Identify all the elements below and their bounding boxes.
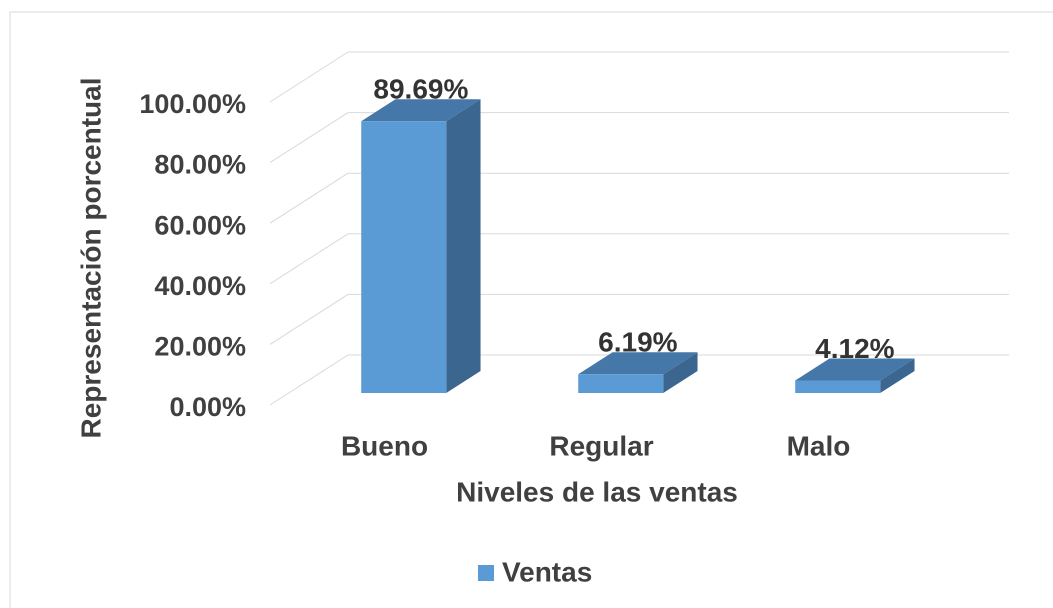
grid-line: [269, 293, 349, 345]
y-tick-label: 60.00%: [154, 210, 246, 240]
legend-label: Ventas: [502, 556, 592, 587]
bar-top: [795, 358, 915, 381]
grid-line: [269, 233, 349, 285]
chart-border: [9, 11, 1053, 608]
grid-line: [269, 354, 349, 406]
bar: [795, 380, 881, 393]
grid-line: [269, 51, 349, 103]
data-label: 6.19%: [598, 327, 677, 358]
bar-side: [446, 99, 481, 393]
y-axis-title: Representación porcentual: [75, 78, 106, 439]
y-tick-label: 0.00%: [169, 392, 246, 422]
bar-side: [663, 352, 698, 393]
y-tick-label: 40.00%: [154, 271, 246, 301]
data-label: 4.12%: [815, 333, 894, 364]
legend-swatch: [478, 565, 494, 581]
x-tick-label: Malo: [787, 430, 851, 461]
y-tick-label: 80.00%: [154, 150, 246, 180]
bar-top: [361, 99, 481, 122]
bar: [361, 121, 447, 393]
x-tick-label: Bueno: [341, 430, 428, 461]
x-axis-title: Niveles de las ventas: [456, 476, 738, 507]
bar-side: [880, 358, 915, 393]
grid-line: [269, 112, 349, 164]
data-label: 89.69%: [373, 74, 468, 105]
y-tick-label: 20.00%: [154, 332, 246, 362]
grid-line: [269, 172, 349, 224]
x-tick-label: Regular: [549, 430, 653, 461]
y-tick-label: 100.00%: [139, 89, 246, 119]
bar-top: [578, 352, 698, 375]
bar: [578, 374, 664, 393]
